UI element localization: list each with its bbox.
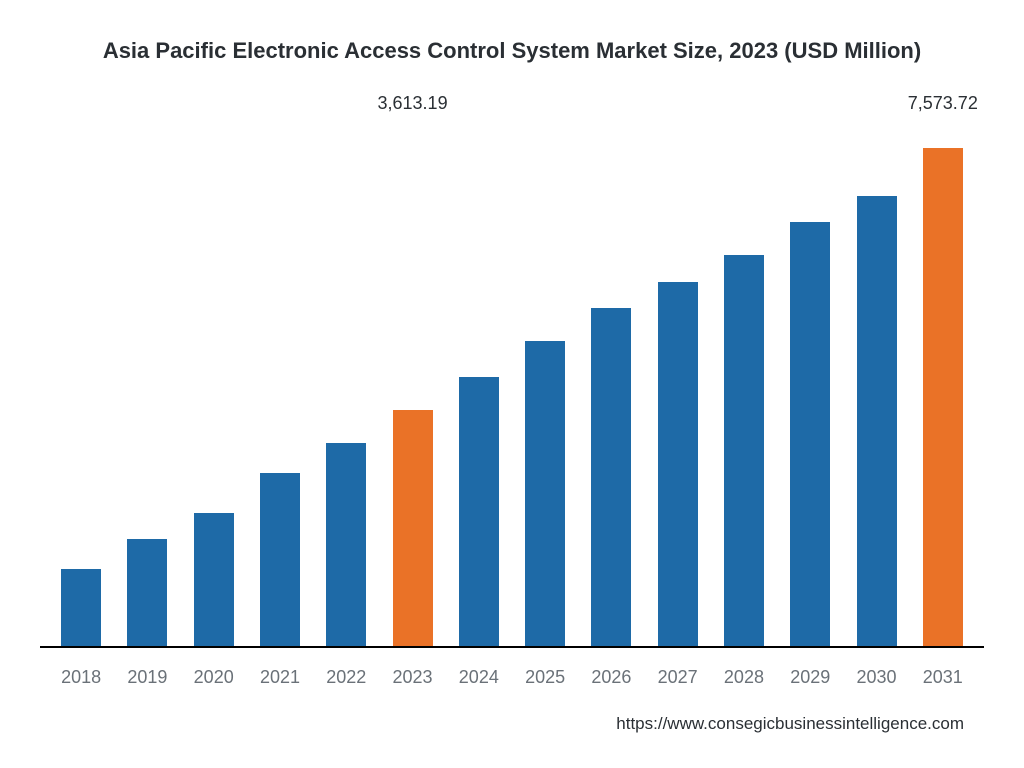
- bar-slot: [114, 120, 180, 648]
- source-url: https://www.consegicbusinessintelligence…: [616, 714, 964, 734]
- bar: [857, 196, 897, 648]
- x-axis-label: 2022: [313, 667, 379, 688]
- bar: [724, 255, 764, 648]
- bar: [525, 341, 565, 648]
- bar-slot: [843, 120, 909, 648]
- bar-slot: 7,573.72: [910, 120, 976, 648]
- bar-slot: [711, 120, 777, 648]
- bars-container: 3,613.19 7,573.72: [40, 120, 984, 648]
- bar: [393, 410, 433, 648]
- x-axis-label: 2031: [910, 667, 976, 688]
- bar-slot: 3,613.19: [379, 120, 445, 648]
- bar-slot: [777, 120, 843, 648]
- bar: [194, 513, 234, 648]
- bar-value-label: 7,573.72: [908, 93, 978, 114]
- x-axis-label: 2019: [114, 667, 180, 688]
- x-axis-label: 2024: [446, 667, 512, 688]
- bar-value-label: 3,613.19: [378, 93, 448, 114]
- bar: [591, 308, 631, 648]
- x-axis-label: 2028: [711, 667, 777, 688]
- x-axis-label: 2025: [512, 667, 578, 688]
- bar-slot: [247, 120, 313, 648]
- bar: [923, 148, 963, 648]
- bar: [459, 377, 499, 648]
- x-axis-label: 2020: [181, 667, 247, 688]
- x-axis-label: 2026: [578, 667, 644, 688]
- bar-slot: [645, 120, 711, 648]
- bar: [260, 473, 300, 648]
- x-axis-label: 2030: [843, 667, 909, 688]
- chart-title: Asia Pacific Electronic Access Control S…: [0, 38, 1024, 64]
- plot-area: 3,613.19 7,573.72: [40, 120, 984, 648]
- bar: [326, 443, 366, 648]
- x-axis-baseline: [40, 646, 984, 648]
- x-axis-labels: 2018201920202021202220232024202520262027…: [40, 667, 984, 688]
- bar: [658, 282, 698, 648]
- bar-slot: [446, 120, 512, 648]
- x-axis-label: 2027: [645, 667, 711, 688]
- bar-slot: [313, 120, 379, 648]
- bar: [127, 539, 167, 648]
- x-axis-label: 2023: [379, 667, 445, 688]
- bar-slot: [578, 120, 644, 648]
- x-axis-label: 2029: [777, 667, 843, 688]
- bar: [61, 569, 101, 648]
- bar-slot: [512, 120, 578, 648]
- x-axis-label: 2021: [247, 667, 313, 688]
- bar-slot: [181, 120, 247, 648]
- bar: [790, 222, 830, 648]
- x-axis-label: 2018: [48, 667, 114, 688]
- bar-slot: [48, 120, 114, 648]
